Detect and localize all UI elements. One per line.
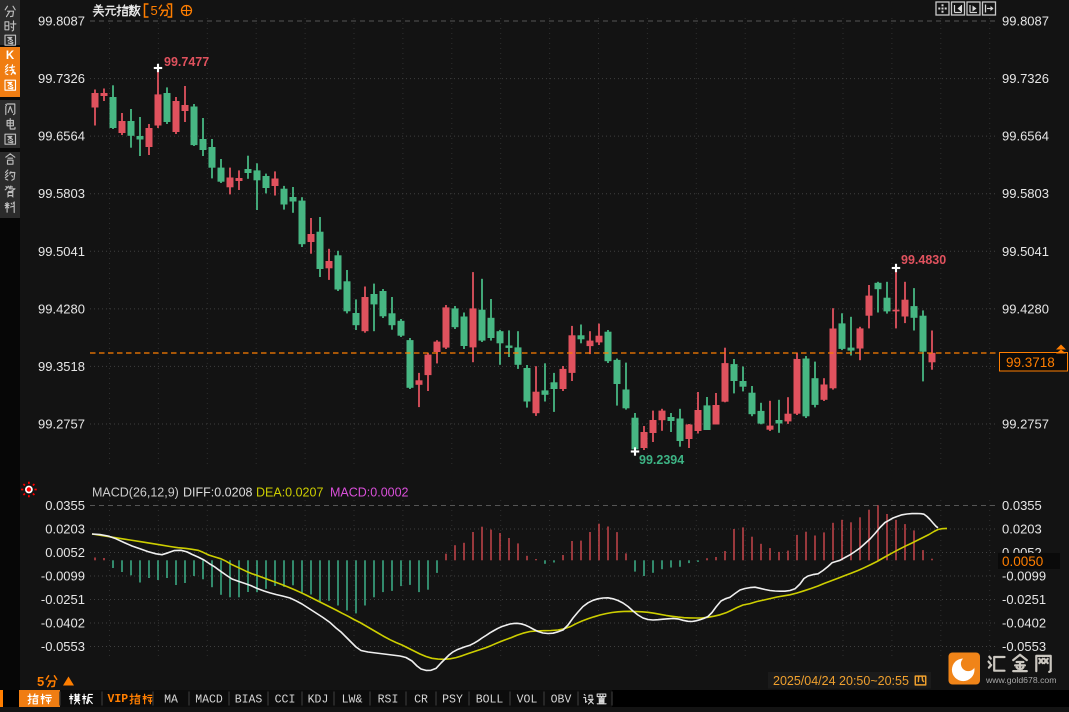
svg-text:99.4280: 99.4280 xyxy=(38,301,85,316)
svg-text:-0.0099: -0.0099 xyxy=(1002,569,1046,584)
svg-text:DEA:0.0207: DEA:0.0207 xyxy=(256,486,323,500)
svg-text:CR: CR xyxy=(414,694,428,707)
svg-text:0.0203: 0.0203 xyxy=(45,522,85,537)
svg-text:99.2757: 99.2757 xyxy=(1002,416,1049,431)
svg-text:99.4280: 99.4280 xyxy=(1002,301,1049,316)
svg-text:CCI: CCI xyxy=(275,694,296,707)
svg-text:99.3718: 99.3718 xyxy=(1006,355,1055,370)
svg-text:0.0052: 0.0052 xyxy=(45,545,85,560)
svg-text:99.5803: 99.5803 xyxy=(38,186,85,201)
svg-text:99.7477: 99.7477 xyxy=(164,55,209,69)
svg-text:DIFF:0.0208: DIFF:0.0208 xyxy=(183,486,253,500)
svg-text:-0.0099: -0.0099 xyxy=(41,569,85,584)
svg-text:5: 5 xyxy=(151,3,158,18)
svg-text:-0.0553: -0.0553 xyxy=(1002,639,1046,654)
svg-text:-0.0402: -0.0402 xyxy=(1002,616,1046,631)
svg-text:99.8087: 99.8087 xyxy=(1002,14,1049,29)
svg-text:99.5041: 99.5041 xyxy=(38,244,85,259)
svg-text:99.7326: 99.7326 xyxy=(38,71,85,86)
svg-text:MACD(26,12,9): MACD(26,12,9) xyxy=(92,486,179,500)
svg-text:99.2757: 99.2757 xyxy=(38,416,85,431)
svg-text:99.2394: 99.2394 xyxy=(639,453,684,467)
svg-text:99.5803: 99.5803 xyxy=(1002,186,1049,201)
svg-text:-0.0402: -0.0402 xyxy=(41,616,85,631)
svg-text:99.5041: 99.5041 xyxy=(1002,244,1049,259)
svg-text:99.3518: 99.3518 xyxy=(38,359,85,374)
svg-text:-0.0251: -0.0251 xyxy=(1002,592,1046,607)
svg-text:PSY: PSY xyxy=(442,694,463,707)
svg-text:5: 5 xyxy=(37,674,44,689)
svg-text:BOLL: BOLL xyxy=(476,694,504,707)
svg-text:-0.0251: -0.0251 xyxy=(41,592,85,607)
svg-text:LW&: LW& xyxy=(342,694,363,707)
svg-text:K: K xyxy=(6,50,15,62)
svg-text:-0.0553: -0.0553 xyxy=(41,639,85,654)
svg-text:KDJ: KDJ xyxy=(308,694,329,707)
svg-text:99.4830: 99.4830 xyxy=(901,253,946,267)
svg-text:MA: MA xyxy=(164,694,178,707)
svg-text:OBV: OBV xyxy=(551,694,572,707)
svg-text:RSI: RSI xyxy=(378,694,399,707)
svg-text:2025/04/24 20:50~20:55: 2025/04/24 20:50~20:55 xyxy=(773,674,909,688)
svg-text:MACD: MACD xyxy=(195,694,223,707)
svg-text:0.0355: 0.0355 xyxy=(1002,498,1042,513)
svg-text:BIAS: BIAS xyxy=(235,694,263,707)
svg-text:99.6564: 99.6564 xyxy=(1002,129,1049,144)
svg-text:MACD:0.0002: MACD:0.0002 xyxy=(330,486,409,500)
svg-text:99.8087: 99.8087 xyxy=(38,14,85,29)
svg-text:0.0355: 0.0355 xyxy=(45,498,85,513)
svg-text:www.gold678.com: www.gold678.com xyxy=(985,675,1057,685)
svg-text:0.0203: 0.0203 xyxy=(1002,522,1042,537)
svg-text:0.0050: 0.0050 xyxy=(1002,554,1043,569)
svg-text:99.6564: 99.6564 xyxy=(38,129,85,144)
svg-text:VOL: VOL xyxy=(517,694,538,707)
svg-text:VIP: VIP xyxy=(108,693,129,706)
svg-text:99.7326: 99.7326 xyxy=(1002,71,1049,86)
